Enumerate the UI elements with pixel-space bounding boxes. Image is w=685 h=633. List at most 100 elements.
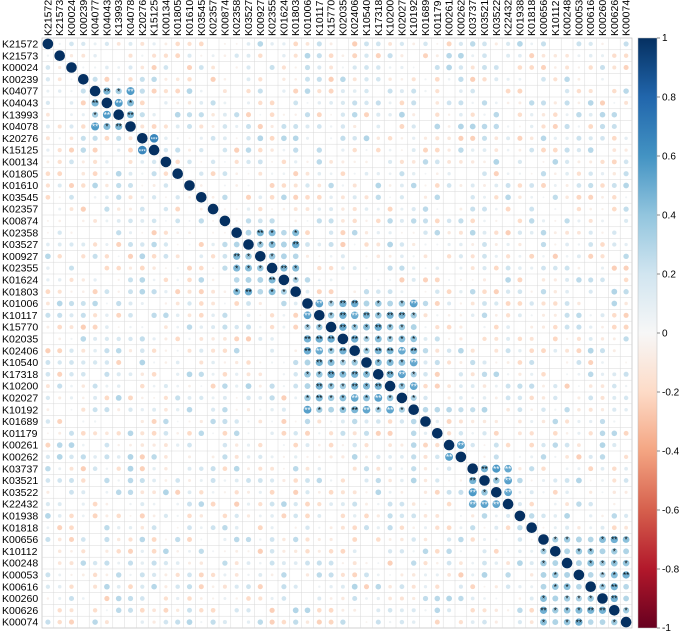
correlation-circle xyxy=(352,100,358,106)
correlation-circle xyxy=(540,64,547,71)
correlation-circle xyxy=(187,53,192,58)
correlation-circle xyxy=(163,88,169,94)
correlation-circle xyxy=(565,419,570,424)
correlation-circle xyxy=(104,371,110,377)
correlation-circle xyxy=(70,290,73,293)
correlation-circle xyxy=(235,184,239,187)
correlation-circle xyxy=(423,336,428,341)
correlation-circle xyxy=(66,62,77,73)
row-label: K00927 xyxy=(2,251,38,263)
correlation-circle xyxy=(104,395,110,401)
correlation-circle xyxy=(304,88,311,94)
correlation-circle xyxy=(69,608,74,613)
correlation-circle xyxy=(458,230,463,235)
correlation-circle xyxy=(328,431,334,436)
correlation-circle xyxy=(222,406,228,413)
correlation-circle xyxy=(587,595,594,602)
correlation-circle xyxy=(468,500,477,508)
correlation-circle xyxy=(282,207,286,211)
correlation-circle xyxy=(423,585,428,589)
correlation-circle xyxy=(434,607,441,614)
correlation-circle xyxy=(340,100,346,106)
correlation-circle xyxy=(376,136,381,141)
correlation-circle xyxy=(91,111,99,118)
correlation-circle xyxy=(164,479,168,482)
correlation-circle xyxy=(553,395,558,401)
correlation-circle xyxy=(245,147,252,153)
correlation-circle xyxy=(258,419,263,424)
correlation-circle xyxy=(445,452,454,461)
correlation-circle xyxy=(530,113,534,117)
correlation-circle xyxy=(117,77,121,81)
correlation-circle xyxy=(81,407,86,412)
correlation-circle xyxy=(554,243,557,246)
significance-marker: * xyxy=(542,595,545,604)
correlation-circle xyxy=(446,548,452,555)
correlation-circle xyxy=(151,289,157,295)
correlation-circle xyxy=(116,584,121,589)
correlation-circle xyxy=(211,112,215,117)
correlation-circle xyxy=(282,384,286,388)
correlation-circle xyxy=(68,595,75,602)
significance-marker: * xyxy=(625,536,628,545)
correlation-circle xyxy=(247,349,250,352)
correlation-circle xyxy=(104,595,110,602)
row-label: K03545 xyxy=(2,192,38,204)
correlation-circle xyxy=(447,113,451,116)
correlation-circle xyxy=(564,265,570,271)
correlation-circle xyxy=(435,419,440,424)
correlation-circle xyxy=(222,454,228,460)
correlation-circle xyxy=(231,227,242,238)
correlation-circle xyxy=(622,536,630,543)
correlation-circle xyxy=(388,278,392,282)
correlation-circle xyxy=(235,42,238,45)
correlation-circle xyxy=(469,41,476,47)
correlation-circle xyxy=(482,65,487,70)
correlation-circle xyxy=(412,42,416,46)
correlation-circle xyxy=(69,489,74,495)
correlation-circle xyxy=(363,394,370,402)
correlation-circle xyxy=(588,53,593,58)
correlation-circle xyxy=(459,514,462,518)
correlation-circle xyxy=(187,159,192,165)
correlation-circle xyxy=(140,65,145,70)
row-label: K00260 xyxy=(2,593,38,605)
correlation-circle xyxy=(340,572,345,577)
correlation-circle xyxy=(459,325,463,329)
correlation-circle xyxy=(187,455,192,459)
correlation-circle xyxy=(530,372,534,376)
correlation-circle xyxy=(70,384,73,388)
correlation-circle xyxy=(339,299,347,308)
correlation-circle xyxy=(506,561,511,566)
correlation-circle xyxy=(69,513,74,519)
correlation-circle xyxy=(387,218,393,224)
correlation-circle xyxy=(103,123,111,130)
correlation-circle xyxy=(388,101,392,105)
correlation-circle xyxy=(459,561,463,565)
correlation-circle xyxy=(152,184,156,187)
correlation-circle xyxy=(93,455,97,459)
correlation-circle xyxy=(93,66,97,69)
significance-marker: * xyxy=(341,359,344,368)
correlation-circle xyxy=(269,383,275,389)
correlation-circle xyxy=(553,112,558,117)
correlation-circle xyxy=(270,514,274,518)
correlation-circle xyxy=(81,242,86,247)
correlation-circle xyxy=(470,183,475,188)
correlation-circle xyxy=(505,348,511,354)
correlation-circle xyxy=(140,242,145,247)
correlation-circle xyxy=(139,336,145,342)
correlation-circle xyxy=(246,77,251,82)
correlation-circle xyxy=(45,572,51,578)
correlation-circle xyxy=(81,183,86,188)
correlation-circle xyxy=(46,54,50,57)
correlation-circle xyxy=(540,41,547,47)
column-label: K00260 xyxy=(597,0,609,36)
correlation-circle xyxy=(542,384,545,388)
correlation-circle xyxy=(282,172,286,175)
row-label: K04078 xyxy=(2,121,38,133)
correlation-circle xyxy=(222,395,227,400)
correlation-circle xyxy=(528,513,535,519)
correlation-circle xyxy=(235,597,238,600)
correlation-circle xyxy=(340,171,346,177)
